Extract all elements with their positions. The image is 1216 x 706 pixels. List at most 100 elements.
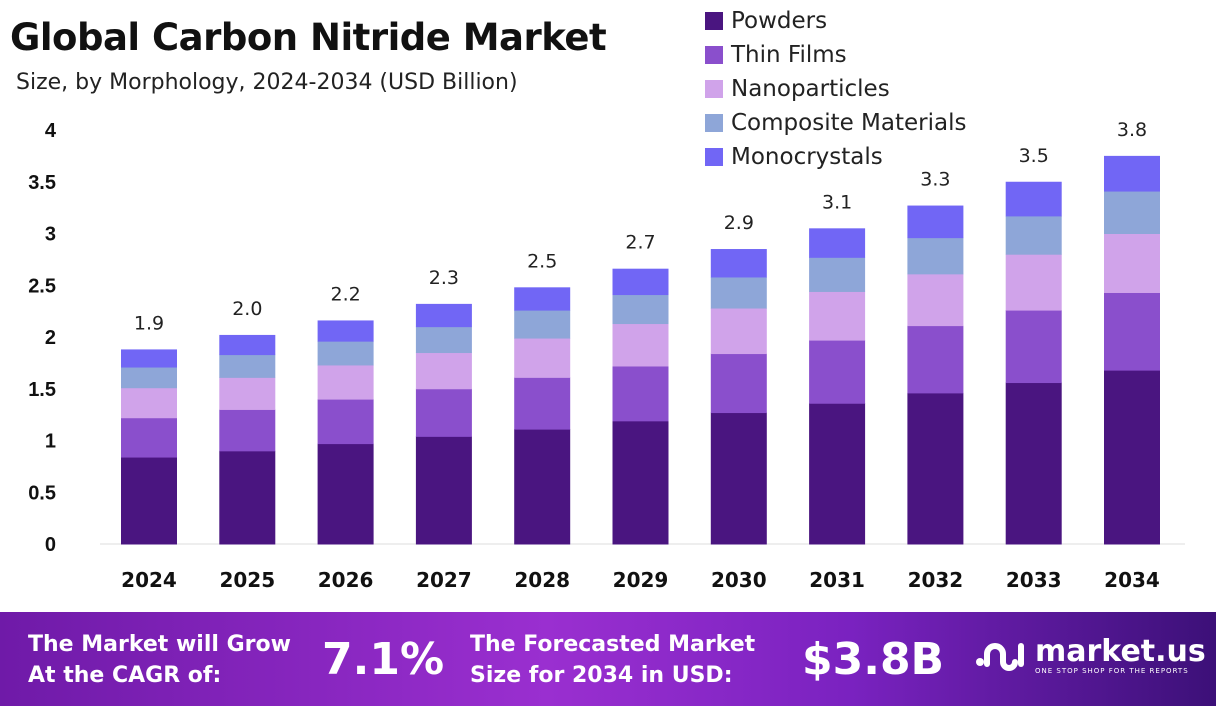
bar-segment-powders	[317, 443, 374, 545]
bar-segment-powders	[415, 436, 472, 545]
legend-swatch	[705, 12, 723, 30]
x-tick-label: 2031	[809, 568, 865, 592]
legend-item: Composite Materials	[705, 106, 966, 140]
bar-segment-thin-films	[219, 409, 276, 452]
legend-swatch	[705, 114, 723, 132]
footer-banner: The Market will Grow At the CAGR of: 7.1%…	[0, 612, 1216, 706]
bar-segment-powders	[809, 403, 866, 545]
total-label: 2.2	[330, 283, 360, 305]
bar-segment-composite-materials	[710, 276, 767, 309]
bar-segment-nanoparticles	[121, 387, 177, 419]
bar-segment-composite-materials	[514, 310, 571, 339]
x-tick-label: 2028	[514, 568, 570, 592]
bar-segment-composite-materials	[612, 294, 669, 325]
bar-segment-nanoparticles	[809, 291, 866, 341]
bar-segment-nanoparticles	[907, 273, 964, 327]
total-label: 3.8	[1117, 119, 1147, 141]
x-tick-label: 2033	[1006, 568, 1062, 592]
legend-swatch	[705, 148, 723, 166]
total-label: 2.5	[527, 250, 557, 272]
bar-segment-monocrystals	[809, 228, 866, 258]
legend-item: Nanoparticles	[705, 72, 966, 106]
total-label: 1.9	[134, 312, 164, 334]
cagr-label: The Market will Grow At the CAGR of:	[28, 632, 291, 688]
bar-segment-composite-materials	[907, 237, 964, 275]
forecast-label: The Forecasted Market Size for 2034 in US…	[470, 632, 756, 688]
y-tick-label: 2	[45, 327, 56, 349]
bar-segment-nanoparticles	[1104, 233, 1160, 293]
bar-segment-powders	[219, 450, 276, 545]
chart-title: Global Carbon Nitride Market	[10, 16, 607, 59]
legend-item: Thin Films	[705, 38, 966, 72]
bar-segment-powders	[514, 429, 571, 545]
y-tick-label: 3.5	[28, 172, 56, 194]
bar-segment-composite-materials	[415, 326, 472, 354]
bar-segment-composite-materials	[1005, 215, 1062, 255]
bar-segment-monocrystals	[415, 303, 472, 328]
bar-segment-nanoparticles	[317, 364, 374, 400]
total-label: 2.0	[232, 298, 262, 320]
legend-label: Thin Films	[731, 42, 847, 68]
y-tick-label: 1.5	[28, 379, 56, 401]
bar-segment-monocrystals	[514, 287, 571, 311]
bar-segment-thin-films	[317, 399, 374, 445]
y-tick-label: 1	[45, 431, 56, 453]
total-label: 3.1	[822, 191, 852, 213]
legend-label: Nanoparticles	[731, 76, 890, 102]
bar-segment-nanoparticles	[1005, 254, 1062, 311]
bar-segment-nanoparticles	[612, 323, 669, 367]
bar-segment-nanoparticles	[514, 338, 571, 378]
bar-segment-monocrystals	[612, 268, 669, 296]
x-tick-label: 2034	[1104, 568, 1160, 592]
bar-segment-composite-materials	[1104, 191, 1160, 234]
forecast-value: $3.8B	[802, 634, 945, 685]
bar-segment-monocrystals	[1005, 181, 1062, 217]
brand-logo: market.us ONE STOP SHOP FOR THE REPORTS	[975, 636, 1206, 676]
bar-segment-monocrystals	[317, 320, 374, 342]
y-tick-label: 2.5	[28, 275, 56, 297]
legend-label: Monocrystals	[731, 144, 883, 170]
bar-segment-powders	[1104, 370, 1160, 545]
bar-segment-thin-films	[514, 377, 571, 430]
legend-item: Monocrystals	[705, 140, 966, 174]
total-label: 2.3	[429, 267, 459, 289]
logo-icon	[976, 643, 1024, 671]
legend-label: Powders	[731, 8, 828, 34]
x-tick-label: 2029	[613, 568, 669, 592]
bar-segment-powders	[907, 392, 964, 545]
legend-swatch	[705, 46, 723, 64]
bar-segment-thin-films	[1104, 292, 1160, 371]
total-label: 2.7	[625, 232, 655, 254]
bar-segment-thin-films	[121, 417, 177, 458]
bar-segment-nanoparticles	[710, 308, 767, 355]
x-tick-label: 2026	[318, 568, 374, 592]
total-label: 3.5	[1019, 145, 1049, 167]
chart-subtitle: Size, by Morphology, 2024-2034 (USD Bill…	[16, 70, 518, 95]
y-tick-label: 4	[45, 120, 57, 142]
x-tick-label: 2032	[908, 568, 964, 592]
bar-segment-composite-materials	[121, 367, 177, 389]
brand-tagline: ONE STOP SHOP FOR THE REPORTS	[1035, 667, 1189, 675]
legend: Powders Thin Films Nanoparticles Composite …	[705, 4, 966, 174]
x-tick-label: 2030	[711, 568, 767, 592]
brand-name: market.us	[1035, 634, 1206, 669]
bar-segment-composite-materials	[809, 257, 866, 292]
bar-segment-monocrystals	[121, 349, 177, 368]
legend-label: Composite Materials	[731, 110, 967, 136]
legend-item: Powders	[705, 4, 966, 38]
bar-segment-composite-materials	[219, 354, 276, 378]
bar-segment-monocrystals	[219, 334, 276, 356]
total-label: 2.9	[724, 212, 754, 234]
y-tick-label: 0.5	[28, 482, 56, 504]
legend-swatch	[705, 80, 723, 98]
bar-segment-powders	[710, 412, 767, 545]
bar-segment-thin-films	[1005, 310, 1062, 384]
bar-segment-thin-films	[612, 365, 669, 422]
bar-segment-composite-materials	[317, 341, 374, 366]
cagr-value: 7.1%	[322, 634, 445, 685]
x-tick-label: 2024	[121, 568, 177, 592]
bar-segment-powders	[121, 457, 177, 545]
bar-segment-thin-films	[907, 325, 964, 394]
bar-segment-thin-films	[415, 388, 472, 437]
